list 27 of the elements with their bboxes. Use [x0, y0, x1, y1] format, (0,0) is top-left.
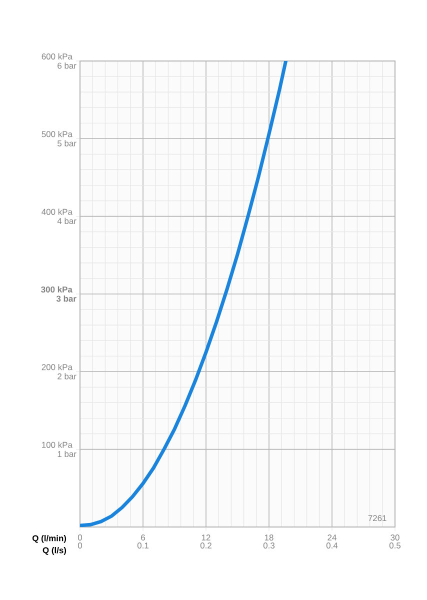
y-tick-label: 600 kPa: [42, 53, 72, 60]
x2-tick-label: 0: [78, 542, 82, 549]
y2-tick-label: 6 bar: [58, 62, 76, 69]
y-tick-label: 200 kPa: [42, 364, 72, 370]
y-tick-label: 400 kPa: [42, 208, 72, 215]
x-tick-label: 24: [328, 534, 336, 540]
y2-tick-label: 2 bar: [58, 373, 76, 380]
x2-tick-label: 0.1: [137, 542, 148, 549]
y-tick-label: 100 kPa: [42, 442, 72, 448]
x-axis-title: Q (l/min): [32, 535, 66, 543]
y2-tick-label: 5 bar: [58, 140, 76, 146]
x-tick-label: 0: [78, 534, 82, 541]
x2-tick-label: 0.4: [326, 542, 338, 549]
y2-tick-label: 3 bar: [56, 295, 76, 302]
y2-tick-label: 1 bar: [58, 450, 76, 458]
x2-tick-label: 0.2: [200, 542, 212, 549]
x-tick-label: 12: [202, 534, 210, 540]
x2-tick-label: 0.3: [263, 542, 275, 549]
y2-tick-label: 4 bar: [57, 218, 76, 224]
y-tick-label: 300 kPa: [41, 286, 72, 293]
x-tick-label: 30: [390, 534, 400, 541]
x2-axis-title: Q (l/s): [42, 547, 66, 555]
annotation: 7261: [368, 515, 386, 522]
y-tick-label: 500 kPa: [42, 130, 72, 138]
x-tick-label: 6: [141, 534, 145, 541]
x-tick-label: 18: [264, 534, 274, 541]
x2-tick-label: 0.5: [389, 542, 401, 549]
